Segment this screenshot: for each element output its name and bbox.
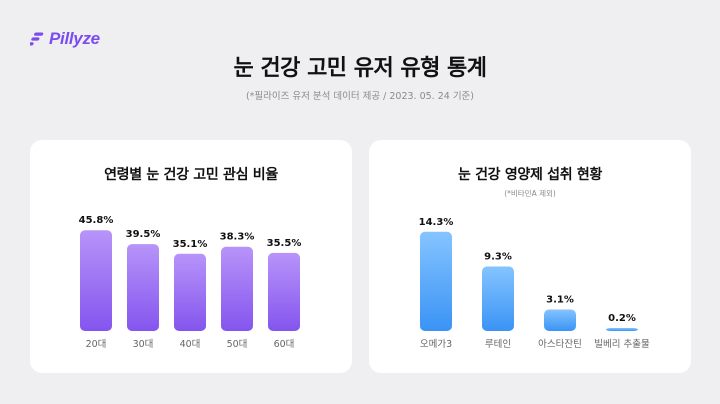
bar — [221, 246, 253, 331]
data-label: 0.2% — [608, 313, 636, 324]
category-label: 20대 — [86, 339, 107, 350]
bar — [268, 252, 300, 331]
pillyze-logo-icon — [30, 32, 44, 46]
data-label: 3.1% — [546, 294, 574, 305]
bar — [127, 244, 159, 331]
bar — [420, 231, 452, 331]
category-label: 40대 — [180, 339, 201, 350]
page-subtitle: (*필라이즈 유저 분석 데이터 제공 / 2023. 05. 24 기준) — [245, 91, 475, 102]
category-label: 30대 — [133, 339, 154, 350]
data-label: 9.3% — [484, 251, 512, 262]
category-label: 아스타잔틴 — [538, 339, 582, 350]
brand-logo: Pillyze — [30, 29, 100, 49]
supplement-intake-card: 눈 건강 영양제 섭취 현황 (*비타민A 제외) 14.3% 오메가3 9.3% 루… — [369, 140, 691, 373]
data-label: 45.8% — [79, 215, 114, 226]
chart-note: (*비타민A 제외) — [504, 189, 556, 198]
chart-title: 눈 건강 영양제 섭취 현황 — [457, 167, 603, 183]
category-label: 오메가3 — [420, 339, 452, 350]
brand-name: Pillyze — [49, 29, 100, 48]
supplement-intake-bar-chart: 14.3% 오메가3 9.3% 루테인 3.1% 아스타잔틴 0.2% 빌베리 추출물 — [419, 217, 650, 350]
data-label: 14.3% — [419, 217, 454, 228]
data-label: 39.5% — [126, 229, 161, 240]
age-interest-bar-chart: 45.8% 20대 39.5% 30대 35.1% 40대 38.3% 50대 35.5% 60대 — [79, 215, 302, 350]
data-label: 38.3% — [220, 232, 255, 243]
category-label: 루테인 — [485, 339, 511, 350]
bar — [482, 266, 514, 331]
category-label: 60대 — [274, 339, 295, 350]
age-interest-card: 연령별 눈 건강 고민 관심 비율 45.8% 20대 39.5% 30대 35.1% 4… — [30, 140, 352, 373]
category-label: 50대 — [227, 339, 248, 350]
category-label: 빌베리 추출물 — [594, 339, 650, 350]
chart-title: 연령별 눈 건강 고민 관심 비율 — [104, 167, 278, 183]
bar — [606, 328, 638, 331]
data-label: 35.1% — [173, 239, 208, 250]
data-label: 35.5% — [267, 238, 302, 249]
bar — [544, 309, 576, 331]
bar — [174, 253, 206, 331]
bar — [80, 230, 112, 331]
page-title: 눈 건강 고민 유저 유형 통계 — [233, 56, 487, 81]
